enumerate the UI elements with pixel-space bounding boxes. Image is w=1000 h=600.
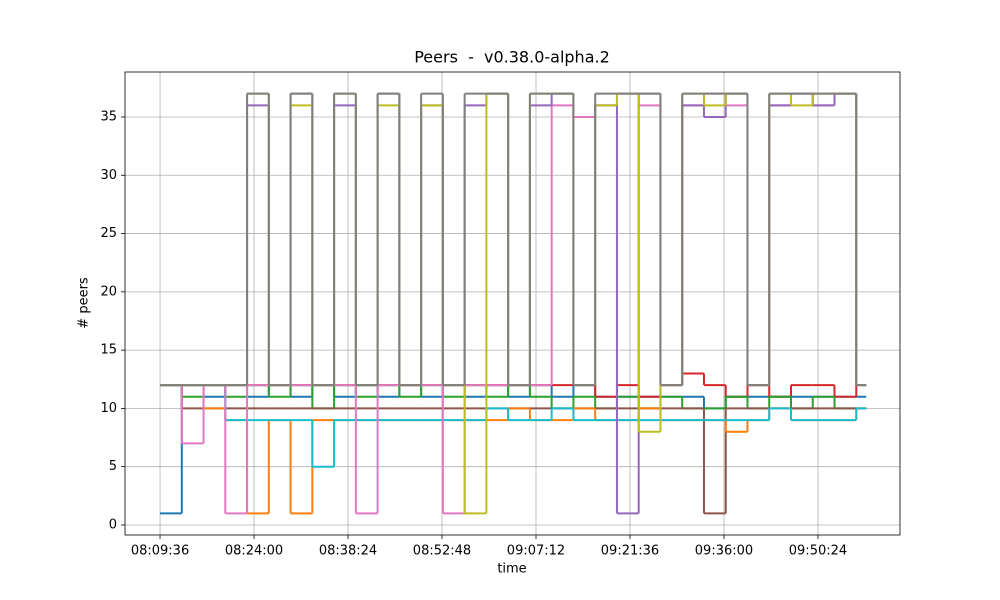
x-tick-label: 08:38:24 bbox=[319, 544, 377, 559]
series bbox=[160, 384, 867, 468]
x-tick-label: 09:21:36 bbox=[601, 544, 659, 559]
x-axis-label: time bbox=[497, 562, 526, 577]
axes-frame bbox=[124, 71, 901, 536]
chart-title: Peers - v0.38.0-alpha.2 bbox=[414, 48, 610, 67]
plot-area bbox=[160, 92, 867, 515]
x-tick-label: 08:09:36 bbox=[131, 544, 189, 559]
y-tick-label: 0 bbox=[109, 517, 117, 532]
x-tick-label: 08:52:48 bbox=[413, 544, 471, 559]
y-tick-label: 5 bbox=[109, 459, 117, 474]
y-tick-label: 25 bbox=[100, 226, 117, 241]
y-tick-label: 20 bbox=[100, 284, 117, 299]
x-tick-label: 09:36:00 bbox=[695, 544, 753, 559]
y-tick-label: 15 bbox=[100, 343, 117, 358]
x-tick-label: 09:50:24 bbox=[789, 544, 847, 559]
x-tick-label: 08:24:00 bbox=[225, 544, 283, 559]
x-tick-label: 09:07:12 bbox=[507, 544, 565, 559]
series bbox=[160, 92, 867, 387]
y-tick-label: 35 bbox=[100, 109, 117, 124]
y-axis-label: # peers bbox=[77, 277, 92, 329]
y-tick-label: 30 bbox=[100, 168, 117, 183]
ticks: 0 5 10 15 20 25 30 35 08:09:36 08:24:00 08:38:24 08… bbox=[100, 109, 847, 558]
y-tick-label: 10 bbox=[100, 401, 117, 416]
